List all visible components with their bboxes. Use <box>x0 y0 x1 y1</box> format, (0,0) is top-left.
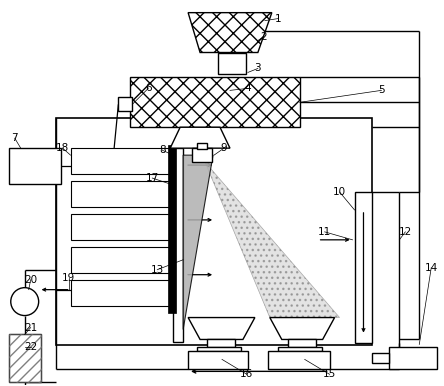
Text: 4: 4 <box>245 83 251 93</box>
Text: 14: 14 <box>424 263 438 273</box>
Polygon shape <box>270 318 335 339</box>
Bar <box>218 52 246 74</box>
Bar <box>119 97 132 111</box>
Text: 6: 6 <box>145 83 151 93</box>
Bar <box>9 335 41 382</box>
Text: 22: 22 <box>24 342 37 352</box>
Bar <box>278 347 321 351</box>
Bar <box>168 145 176 313</box>
Bar <box>197 347 241 351</box>
Bar <box>71 280 170 306</box>
Text: 16: 16 <box>240 369 254 379</box>
Text: 21: 21 <box>24 323 37 332</box>
Text: 2: 2 <box>261 32 267 42</box>
Text: 8: 8 <box>159 145 166 155</box>
Circle shape <box>11 288 39 316</box>
Bar <box>173 148 183 342</box>
Bar <box>389 347 437 369</box>
Bar <box>268 351 329 369</box>
Bar <box>9 335 41 382</box>
Bar <box>71 148 170 174</box>
Text: 7: 7 <box>12 133 18 143</box>
Bar <box>9 148 60 184</box>
Polygon shape <box>188 318 255 339</box>
Polygon shape <box>170 127 230 148</box>
Text: 9: 9 <box>221 143 227 153</box>
Bar <box>373 354 389 363</box>
Polygon shape <box>183 155 213 330</box>
Text: 1: 1 <box>274 14 281 24</box>
Bar <box>56 118 373 345</box>
Text: 20: 20 <box>24 275 37 285</box>
Text: 15: 15 <box>323 369 336 379</box>
Bar <box>71 247 170 273</box>
Text: 12: 12 <box>399 227 412 237</box>
Text: 19: 19 <box>62 273 75 283</box>
Polygon shape <box>188 13 272 52</box>
Bar <box>354 192 373 344</box>
Polygon shape <box>205 162 340 318</box>
Bar <box>71 214 170 240</box>
Text: 3: 3 <box>254 63 261 73</box>
Text: 11: 11 <box>318 227 331 237</box>
Text: 13: 13 <box>151 265 164 275</box>
Text: 18: 18 <box>56 143 69 153</box>
Bar <box>192 148 212 162</box>
Bar <box>188 351 248 369</box>
Bar <box>207 339 235 347</box>
Bar <box>71 181 170 207</box>
Text: 17: 17 <box>146 173 159 183</box>
Text: 10: 10 <box>333 187 346 197</box>
Bar <box>131 78 300 127</box>
Text: 5: 5 <box>378 85 385 95</box>
Bar <box>197 143 207 149</box>
Bar <box>288 339 316 347</box>
